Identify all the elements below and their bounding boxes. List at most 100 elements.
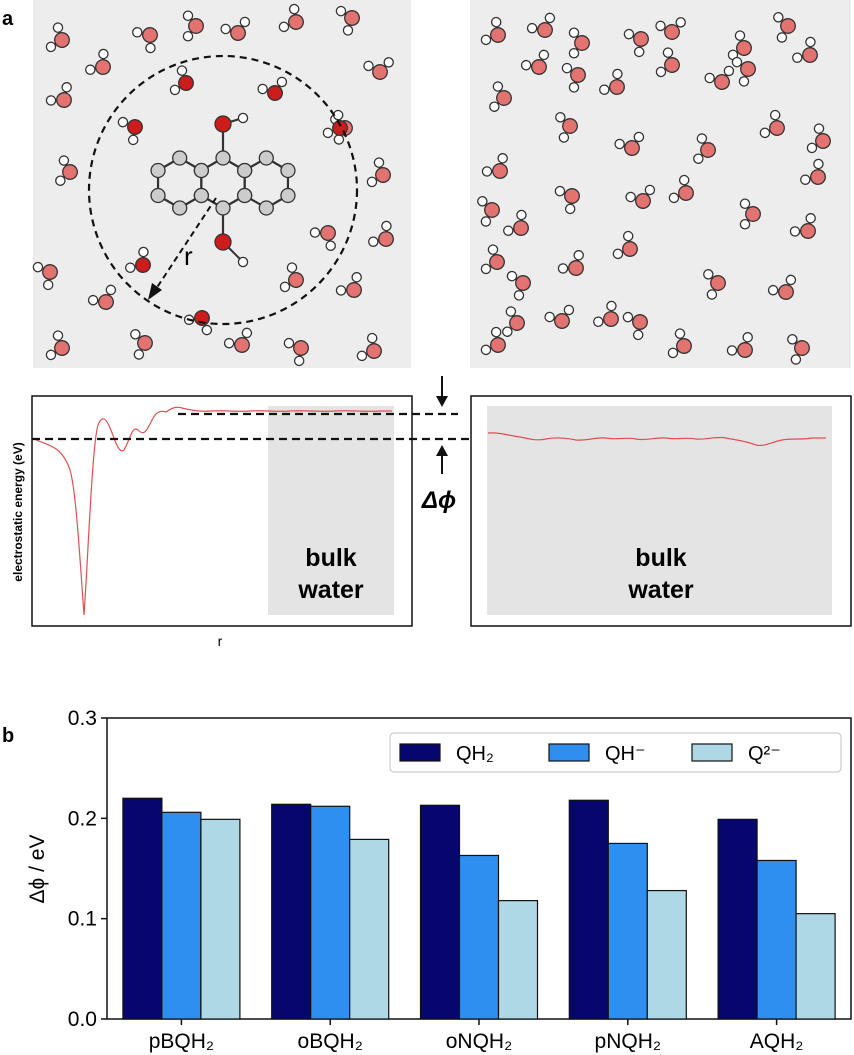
water-molecule bbox=[554, 185, 580, 215]
water-molecule bbox=[132, 27, 158, 54]
water-molecule bbox=[614, 131, 645, 156]
bar bbox=[756, 859, 797, 1020]
legend-swatch bbox=[691, 743, 733, 762]
water-molecule bbox=[257, 76, 288, 101]
bar bbox=[458, 854, 500, 1020]
delta-phi-arrows bbox=[436, 376, 448, 474]
water-molecule bbox=[789, 213, 816, 239]
water-molecule bbox=[503, 209, 529, 236]
water-molecule bbox=[477, 196, 500, 227]
water-molecule bbox=[366, 157, 391, 188]
y-tick-label: 0.3 bbox=[68, 707, 97, 730]
water-molecule bbox=[731, 56, 756, 87]
water-molecule bbox=[787, 334, 810, 365]
water-molecule bbox=[792, 36, 818, 63]
legend-swatch bbox=[548, 743, 590, 762]
water-molecule bbox=[45, 22, 70, 53]
delta-phi-bar-chart: 0.0 0.1 0.2 0.3 pBQH₂ oBQH₂ oNQH₂ pNQH₂ AQH₂ Δϕ… bbox=[26, 707, 852, 1053]
y-axis-ticks: 0.0 0.1 0.2 0.3 bbox=[68, 707, 107, 1031]
water-molecule bbox=[693, 133, 716, 164]
legend-label: QH₂ bbox=[456, 743, 494, 765]
bars bbox=[122, 797, 836, 1020]
bulk-label-left-1: bulk bbox=[305, 544, 356, 572]
radius-label: r bbox=[184, 241, 193, 271]
x-tick-label: oNQH₂ bbox=[446, 1030, 513, 1053]
water-molecule bbox=[555, 112, 578, 143]
water-molecule bbox=[32, 261, 58, 291]
energy-curve-left bbox=[35, 406, 392, 616]
water-molecule bbox=[561, 62, 586, 93]
water-molecule bbox=[85, 48, 111, 75]
bar bbox=[646, 889, 687, 1020]
water-molecule bbox=[220, 16, 251, 41]
bar bbox=[310, 805, 351, 1020]
x-tick-label: oBQH₂ bbox=[298, 1030, 363, 1053]
water-molecule bbox=[703, 269, 726, 300]
water-molecule bbox=[520, 49, 550, 75]
water-molecule bbox=[526, 12, 556, 38]
x-axis-ticks: pBQH₂ oBQH₂ oNQH₂ pNQH₂ AQH₂ bbox=[149, 1019, 803, 1053]
water-molecule bbox=[767, 274, 797, 300]
panel-a-label: a bbox=[2, 8, 14, 30]
anthrahydroquinone-molecule bbox=[150, 112, 296, 268]
legend-label: Q²⁻ bbox=[748, 743, 781, 765]
bar bbox=[497, 900, 539, 1020]
x-tick-label: pBQH₂ bbox=[149, 1030, 214, 1053]
water-molecule bbox=[363, 57, 394, 80]
bar bbox=[349, 838, 390, 1020]
water-molecule bbox=[612, 230, 638, 260]
bar bbox=[161, 811, 202, 1020]
water-molecule bbox=[223, 327, 253, 353]
water-molecule bbox=[625, 184, 656, 209]
water-molecule bbox=[45, 82, 72, 108]
water-molecule bbox=[773, 12, 796, 43]
r-axis-label: r bbox=[218, 633, 223, 649]
bulk-region-left bbox=[268, 406, 394, 615]
water-molecule bbox=[283, 337, 309, 367]
water-molecules-left bbox=[32, 3, 394, 367]
water-molecule bbox=[335, 5, 360, 36]
water-molecule bbox=[368, 220, 394, 247]
water-molecule bbox=[480, 326, 506, 356]
water-molecule bbox=[356, 332, 382, 362]
bar bbox=[607, 842, 648, 1020]
water-molecule bbox=[599, 68, 625, 95]
energy-profile-right: bulk water bbox=[470, 395, 852, 627]
bulk-region-right bbox=[487, 406, 832, 615]
bar bbox=[717, 818, 758, 1020]
water-molecule bbox=[182, 10, 204, 42]
legend-swatch bbox=[399, 743, 441, 762]
energy-profile-left: bulk water electrostatic energy (eV) r bbox=[11, 395, 458, 649]
water-molecule bbox=[623, 28, 649, 58]
water-molecule bbox=[117, 116, 143, 146]
water-molecule bbox=[655, 17, 686, 40]
delta-phi-label: Δϕ bbox=[421, 487, 456, 514]
legend-label: QH⁻ bbox=[605, 743, 646, 765]
solvation-shell-circle bbox=[87, 54, 359, 326]
water-molecule bbox=[759, 109, 785, 139]
water-molecule bbox=[667, 328, 692, 359]
water-molecule bbox=[45, 330, 70, 361]
bar bbox=[200, 818, 241, 1020]
water-molecule bbox=[125, 246, 151, 273]
water-molecule bbox=[506, 270, 531, 301]
bar bbox=[271, 803, 312, 1020]
water-molecule bbox=[739, 198, 761, 230]
y-tick-label: 0.1 bbox=[68, 908, 97, 931]
water-molecule bbox=[593, 300, 619, 327]
water-molecule bbox=[169, 65, 194, 96]
water-molecule bbox=[568, 27, 590, 59]
water-molecules-right bbox=[477, 12, 831, 365]
water-molecule bbox=[622, 311, 648, 341]
energy-axis-label: electrostatic energy (eV) bbox=[11, 442, 25, 581]
water-molecule bbox=[335, 272, 362, 298]
y-tick-label: 0.0 bbox=[68, 1008, 97, 1031]
water-molecule bbox=[502, 306, 525, 337]
bulk-water-box bbox=[470, 0, 851, 368]
bar bbox=[419, 804, 461, 1020]
water-molecule bbox=[279, 262, 304, 293]
y-axis-label: Δϕ / eV bbox=[26, 835, 49, 904]
water-molecule bbox=[481, 153, 508, 179]
water-molecule bbox=[557, 250, 584, 276]
water-molecule bbox=[130, 329, 153, 360]
